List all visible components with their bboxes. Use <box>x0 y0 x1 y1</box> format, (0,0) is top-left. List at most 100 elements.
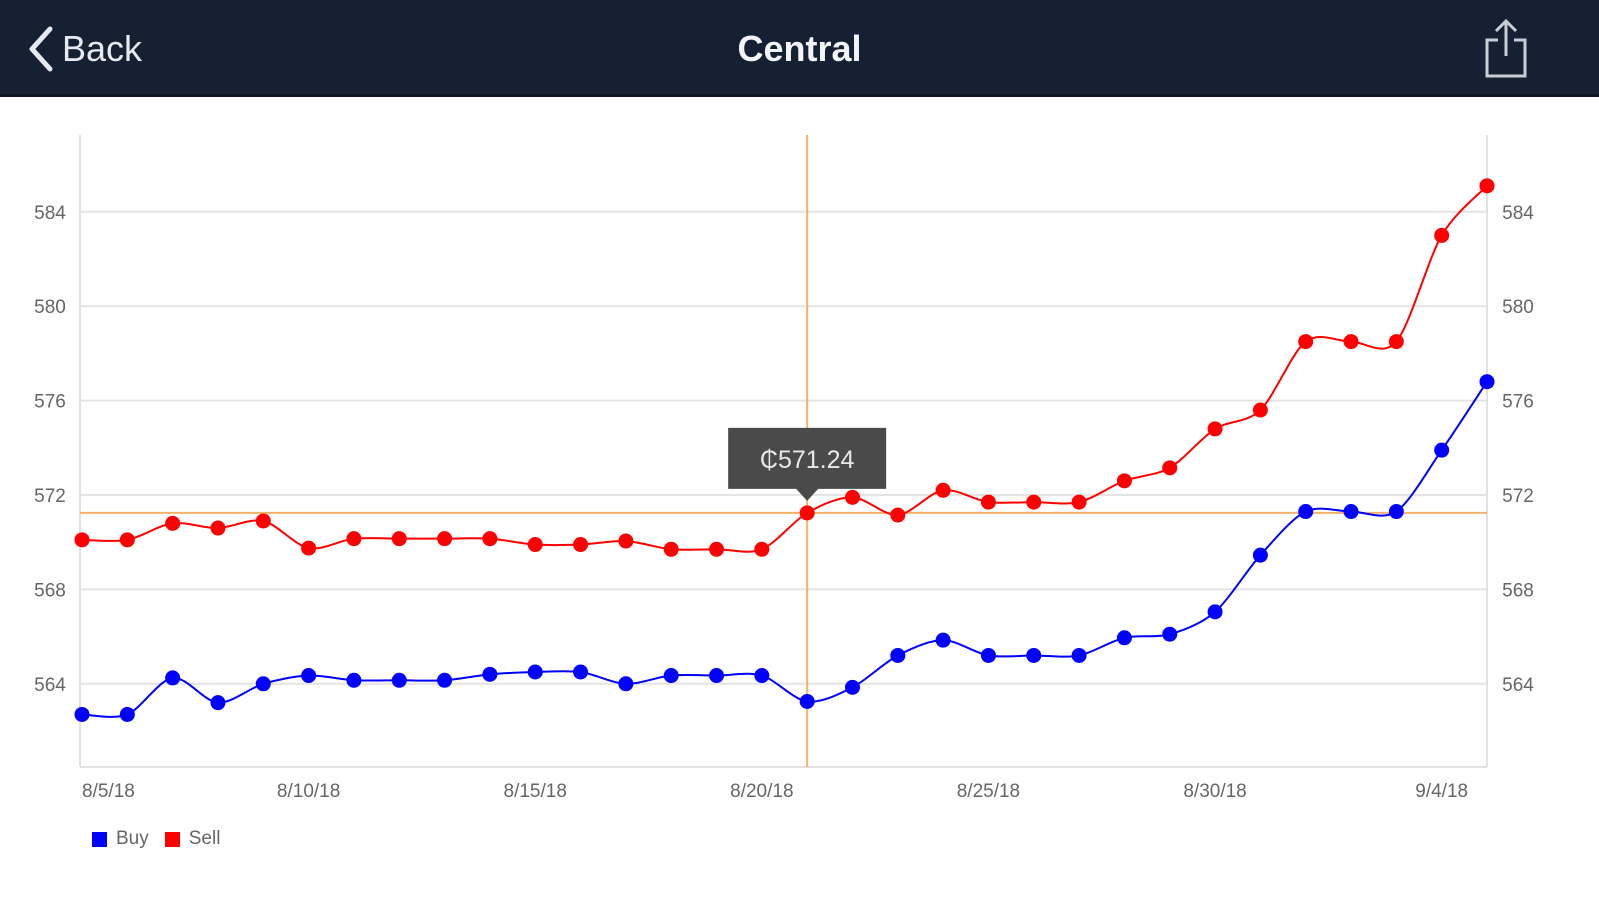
data-point-sell[interactable] <box>754 541 770 557</box>
data-point-buy[interactable] <box>1116 630 1132 646</box>
data-point-sell[interactable] <box>1388 334 1404 350</box>
data-point-buy[interactable] <box>119 706 135 722</box>
data-point-sell[interactable] <box>1162 460 1178 476</box>
data-point-buy[interactable] <box>1434 442 1450 458</box>
data-point-sell[interactable] <box>165 515 181 531</box>
data-point-sell[interactable] <box>890 507 906 523</box>
data-point-buy[interactable] <box>301 668 317 684</box>
y-tick-label-left: 572 <box>34 486 66 507</box>
data-point-sell[interactable] <box>1026 494 1042 510</box>
data-point-buy[interactable] <box>754 668 770 684</box>
x-tick-label: 8/5/18 <box>82 781 135 802</box>
data-point-sell[interactable] <box>799 505 815 521</box>
data-point-sell[interactable] <box>1252 402 1268 418</box>
data-point-sell[interactable] <box>1479 178 1495 194</box>
data-point-buy[interactable] <box>165 670 181 686</box>
data-point-buy[interactable] <box>346 672 362 688</box>
data-point-sell[interactable] <box>1343 334 1359 350</box>
legend-label-sell: Sell <box>188 828 221 849</box>
legend-item-buy[interactable]: Buy <box>92 828 149 850</box>
data-point-buy[interactable] <box>573 664 589 680</box>
y-tick-label-left: 564 <box>34 675 66 696</box>
data-point-buy[interactable] <box>210 695 226 711</box>
data-point-sell[interactable] <box>391 531 407 547</box>
data-point-sell[interactable] <box>1071 494 1087 510</box>
legend-item-sell[interactable]: Sell <box>164 828 221 850</box>
data-point-buy[interactable] <box>799 694 815 709</box>
data-point-sell[interactable] <box>301 540 317 556</box>
data-point-buy[interactable] <box>1026 647 1042 663</box>
data-point-sell[interactable] <box>1116 473 1132 489</box>
data-point-buy[interactable] <box>482 666 498 682</box>
share-icon <box>1485 18 1527 78</box>
legend: Buy Sell <box>92 828 236 850</box>
data-point-sell[interactable] <box>482 531 498 547</box>
data-point-sell[interactable] <box>1434 227 1450 243</box>
data-point-buy[interactable] <box>255 676 271 692</box>
y-tick-label-right: 568 <box>1502 580 1534 601</box>
data-point-sell[interactable] <box>573 537 589 553</box>
data-point-buy[interactable] <box>980 647 996 663</box>
x-tick-label: 9/4/18 <box>1415 781 1468 802</box>
data-point-sell[interactable] <box>1207 421 1223 437</box>
data-point-buy[interactable] <box>935 632 951 648</box>
y-tick-label-left: 568 <box>34 580 66 601</box>
data-point-buy[interactable] <box>1207 604 1223 620</box>
chevron-left-icon <box>29 26 53 72</box>
data-point-sell[interactable] <box>663 541 679 557</box>
x-tick-label: 8/20/18 <box>730 781 793 802</box>
back-label: Back <box>62 28 143 69</box>
data-point-buy[interactable] <box>1252 547 1268 563</box>
data-point-sell[interactable] <box>119 532 135 548</box>
data-point-sell[interactable] <box>74 532 90 548</box>
x-tick-label: 8/10/18 <box>277 781 340 802</box>
y-tick-label-right: 572 <box>1502 486 1534 507</box>
series-line-sell <box>81 185 1488 553</box>
back-button[interactable]: Back <box>28 26 142 72</box>
tooltip-text: ₵571.24 <box>760 446 855 474</box>
data-point-sell[interactable] <box>935 482 951 498</box>
legend-label-buy: Buy <box>116 828 149 849</box>
data-point-sell[interactable] <box>980 494 996 510</box>
data-point-buy[interactable] <box>1343 504 1359 520</box>
share-button[interactable] <box>1483 18 1529 85</box>
y-tick-label-right: 580 <box>1502 297 1534 318</box>
data-point-buy[interactable] <box>1162 626 1178 642</box>
data-point-buy[interactable] <box>74 706 90 722</box>
data-point-buy[interactable] <box>1298 504 1314 520</box>
y-tick-label-left: 580 <box>34 297 66 318</box>
data-point-buy[interactable] <box>709 668 725 684</box>
y-tick-label-left: 584 <box>34 203 66 224</box>
y-tick-label-right: 584 <box>1502 203 1534 224</box>
data-point-sell[interactable] <box>844 489 860 505</box>
data-point-sell[interactable] <box>527 537 543 553</box>
data-point-buy[interactable] <box>1388 504 1404 520</box>
data-point-buy[interactable] <box>527 664 543 680</box>
data-point-sell[interactable] <box>210 520 226 536</box>
nav-bar: Back Central <box>0 0 1599 97</box>
data-point-buy[interactable] <box>391 672 407 688</box>
data-point-buy[interactable] <box>437 672 453 688</box>
price-chart[interactable]: 564 564 568 568 572 572 576 576 580 580 584 584 8/5/… <box>0 97 1599 817</box>
data-point-buy[interactable] <box>890 647 906 663</box>
data-point-buy[interactable] <box>1479 374 1495 390</box>
tooltip: ₵571.24 <box>728 427 887 501</box>
data-point-buy[interactable] <box>1071 647 1087 663</box>
x-tick-label: 8/25/18 <box>957 781 1020 802</box>
y-tick-label-right: 576 <box>1502 392 1534 413</box>
x-tick-label: 8/15/18 <box>504 781 567 802</box>
data-point-buy[interactable] <box>663 668 679 684</box>
y-tick-label-right: 564 <box>1502 675 1534 696</box>
data-point-buy[interactable] <box>618 676 634 692</box>
legend-swatch-buy <box>92 831 107 847</box>
data-point-buy[interactable] <box>844 679 860 695</box>
data-point-sell[interactable] <box>346 531 362 547</box>
tooltip-box <box>728 427 887 501</box>
data-point-sell[interactable] <box>1298 334 1314 350</box>
data-point-sell[interactable] <box>437 531 453 547</box>
y-tick-label-left: 576 <box>34 392 66 413</box>
legend-swatch-sell <box>164 831 180 847</box>
data-point-sell[interactable] <box>709 541 725 557</box>
data-point-sell[interactable] <box>255 513 271 529</box>
data-point-sell[interactable] <box>618 533 634 549</box>
